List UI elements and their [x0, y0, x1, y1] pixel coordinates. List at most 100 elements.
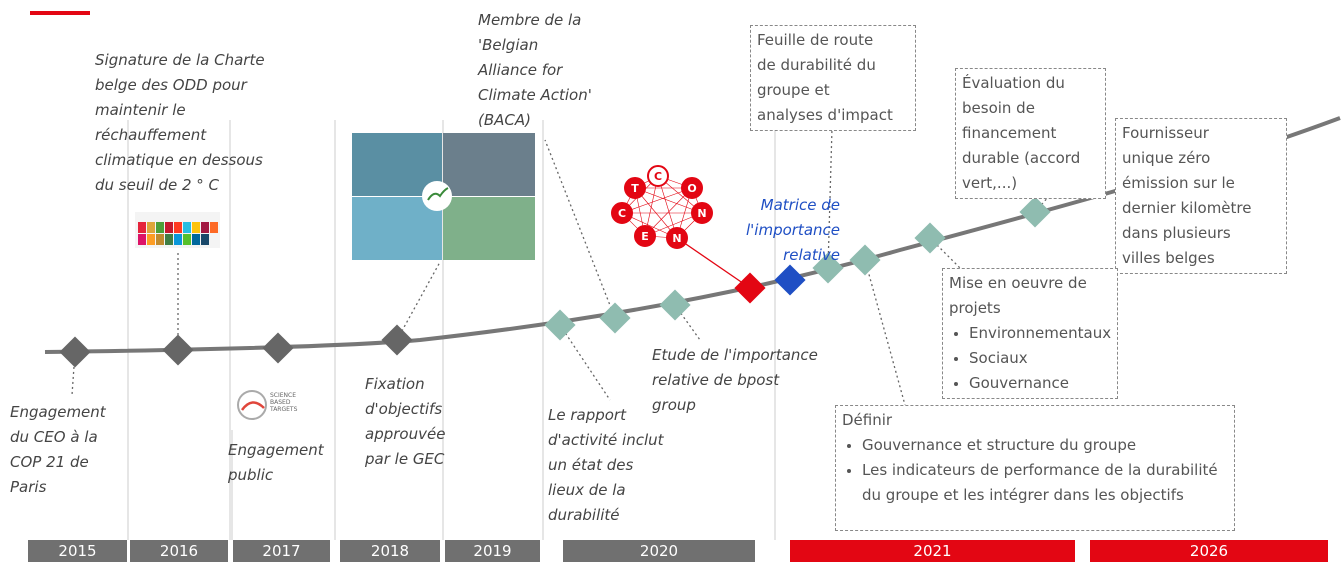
event-line: belge des ODD pour — [95, 73, 295, 98]
note-line: Évaluation du — [962, 71, 1099, 96]
sdg-tile — [201, 234, 209, 245]
event-line: réchauffement — [95, 123, 295, 148]
bullet-item: Gouvernance — [949, 371, 1111, 396]
event-line: group — [652, 393, 852, 418]
event-text: Engagementpublic — [228, 438, 338, 488]
bullet-dot — [954, 332, 958, 336]
event-line: un état des — [548, 453, 678, 478]
bullet-item: Sociaux — [949, 346, 1111, 371]
note-line: financement — [962, 121, 1099, 146]
milestone — [59, 336, 90, 367]
event-line: d'activité inclut — [548, 428, 678, 453]
sdg-tile — [210, 222, 218, 233]
bullet-item: Environnementaux — [949, 321, 1111, 346]
milestone — [774, 264, 805, 295]
event-line: 'Belgian — [478, 33, 638, 58]
note-line: de durabilité du — [757, 53, 909, 78]
event-line: durabilité — [548, 503, 678, 528]
note-line: groupe et — [757, 78, 909, 103]
note-line: Feuille de route — [757, 28, 909, 53]
event-line: d'objectifs — [365, 397, 475, 422]
note-line: unique zéro — [1122, 146, 1280, 171]
milestone — [544, 309, 575, 340]
year-label: 2015 — [28, 540, 127, 562]
bullet-item: Les indicateurs de performance de la dur… — [842, 458, 1228, 508]
sdg-tile — [183, 234, 191, 245]
projects-box: Mise en oeuvre deprojetsEnvironnementaux… — [942, 268, 1118, 399]
sbt-logo-text: SCIENCE — [270, 392, 296, 399]
content-logo: CONNECT — [612, 166, 712, 248]
event-line: Matrice de — [700, 193, 840, 218]
bullet-dot — [954, 357, 958, 361]
sdg-tile — [138, 222, 146, 233]
year-label: 2017 — [233, 540, 330, 562]
accent-bar — [30, 11, 90, 15]
event-line: Paris — [10, 475, 130, 500]
event-line: Engagement — [10, 400, 130, 425]
sdg-tile — [201, 222, 209, 233]
event-line: Climate Action' — [478, 83, 638, 108]
sdg-tile — [174, 234, 182, 245]
event-line: Alliance for — [478, 58, 638, 83]
year-label: 2018 — [340, 540, 440, 562]
year-label: 2021 — [790, 540, 1075, 562]
event-line: du CEO à la — [10, 425, 130, 450]
year-label: 2016 — [130, 540, 228, 562]
milestone — [381, 324, 412, 355]
projects-title: projets — [949, 296, 1111, 321]
milestone — [659, 289, 690, 320]
event-line: relative de bpost — [652, 368, 852, 393]
bullet-dot — [847, 469, 851, 473]
note-line: émission sur le — [1122, 171, 1280, 196]
sdg-tile — [156, 222, 164, 233]
sdg-tile — [156, 234, 164, 245]
sdg-tile — [138, 234, 146, 245]
logo-letter: C — [618, 207, 626, 220]
event-line: lieux de la — [548, 478, 678, 503]
sbt-logo-text: TARGETS — [269, 406, 298, 413]
bullet-dot — [847, 444, 851, 448]
note-box: Fournisseurunique zéroémission sur leder… — [1115, 118, 1287, 274]
event-line: relative — [700, 243, 840, 268]
sdg-tile — [147, 222, 155, 233]
event-line: approuvée — [365, 422, 475, 447]
event-line: maintenir le — [95, 98, 295, 123]
note-line: villes belges — [1122, 246, 1280, 271]
event-text: Fixationd'objectifsapprouvéepar le GEC — [365, 372, 475, 472]
logo-letter: E — [641, 230, 649, 243]
year-label: 2020 — [563, 540, 755, 562]
logo-letter: O — [687, 182, 696, 195]
sdg-tile — [192, 234, 200, 245]
year-label: 2026 — [1090, 540, 1328, 562]
milestone — [599, 302, 630, 333]
event-line: (BACA) — [478, 108, 638, 133]
event-line: Signature de la Charte — [95, 48, 295, 73]
note-line: analyses d'impact — [757, 103, 909, 128]
milestone — [849, 244, 880, 275]
logo-letter: C — [654, 170, 662, 183]
milestone — [734, 272, 765, 303]
year-label: 2019 — [445, 540, 540, 562]
sdg-tile — [183, 222, 191, 233]
sdg-tile — [147, 234, 155, 245]
sdg-tile — [165, 222, 173, 233]
event-line: public — [228, 463, 338, 488]
milestone — [1019, 196, 1050, 227]
sdg-tile — [192, 222, 200, 233]
milestone — [262, 332, 293, 363]
note-line: dernier kilomètre — [1122, 196, 1280, 221]
event-line: Membre de la — [478, 8, 638, 33]
event-line: climatique en dessous — [95, 148, 295, 173]
dashboard-image — [352, 133, 535, 260]
note-box: Évaluation dubesoin definancementdurable… — [955, 68, 1106, 199]
bullet-item: Gouvernance et structure du groupe — [842, 433, 1228, 458]
milestone — [162, 334, 193, 365]
logo-letter: T — [631, 182, 639, 195]
note-line: dans plusieurs — [1122, 221, 1280, 246]
